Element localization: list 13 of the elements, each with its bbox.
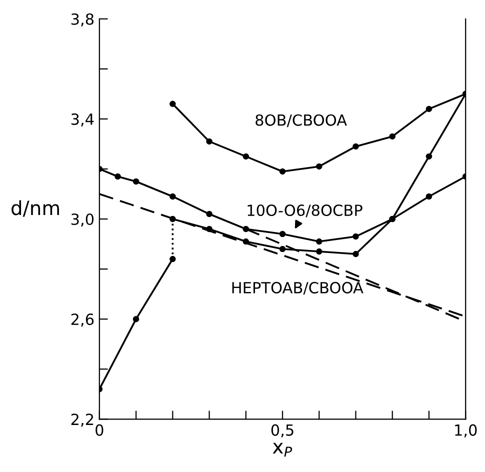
y-tick-label: 3,4 (71, 113, 94, 127)
series-label: 10O-O6/8OCBP (248, 204, 362, 218)
y-tick-label: 2,6 (71, 314, 94, 327)
x-tick-label: 0,5 (271, 424, 294, 438)
x-axis-title: x$_{P}$ (272, 442, 292, 457)
series-label: 8OB/CBOOA (256, 114, 347, 128)
y-tick-label: 3,8 (71, 13, 94, 26)
series-label: HEPTOAB/CBOOA (232, 282, 364, 295)
y-tick-label: 3,0 (71, 213, 94, 227)
x-tick-label: 0 (96, 424, 104, 436)
y-axis-title: d/nm (12, 200, 59, 217)
x-tick-label: 1,0 (455, 424, 477, 438)
y-tick-label: 2,2 (71, 414, 94, 427)
